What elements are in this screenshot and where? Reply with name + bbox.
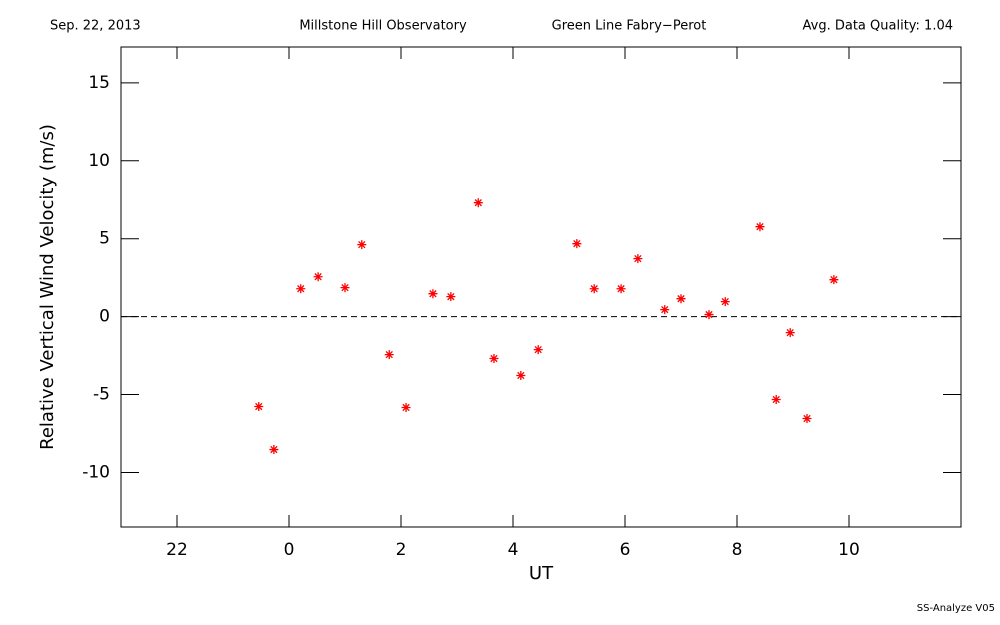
x-tick-label: 6 bbox=[620, 540, 631, 560]
plot-frame bbox=[120, 46, 962, 528]
x-tick-label: 0 bbox=[284, 540, 295, 560]
x-axis-label: UT bbox=[529, 563, 554, 584]
x-tick-label: 10 bbox=[838, 540, 860, 560]
data-point bbox=[357, 240, 367, 250]
header-instrument: Green Line Fabry−Perot bbox=[552, 19, 707, 34]
data-point bbox=[489, 354, 499, 364]
data-point bbox=[633, 254, 643, 264]
header-site: Millstone Hill Observatory bbox=[299, 19, 467, 34]
data-point bbox=[676, 294, 686, 304]
x-tick-label: 4 bbox=[508, 540, 519, 560]
y-tick-label: -10 bbox=[82, 462, 110, 482]
y-tick-label: 5 bbox=[99, 229, 110, 249]
data-point bbox=[755, 222, 765, 232]
data-point bbox=[771, 395, 781, 405]
data-point bbox=[660, 305, 670, 315]
x-tick-label: 8 bbox=[732, 540, 743, 560]
data-point bbox=[616, 284, 626, 294]
data-point bbox=[589, 284, 599, 294]
data-point bbox=[704, 310, 714, 320]
data-point bbox=[384, 350, 394, 360]
data-point bbox=[516, 371, 526, 381]
data-point bbox=[802, 414, 812, 424]
data-point bbox=[829, 275, 839, 285]
y-tick-label: -5 bbox=[93, 385, 110, 405]
y-tick-label: 15 bbox=[88, 73, 110, 93]
data-point bbox=[254, 402, 264, 412]
data-point bbox=[473, 198, 483, 208]
data-point bbox=[313, 272, 323, 282]
data-point bbox=[572, 239, 582, 249]
y-tick-label: 0 bbox=[99, 307, 110, 327]
y-axis-label: Relative Vertical Wind Velocity (m/s) bbox=[37, 124, 58, 450]
data-point bbox=[340, 283, 350, 293]
x-tick-label: 22 bbox=[166, 540, 188, 560]
data-point bbox=[533, 345, 543, 355]
header-quality: Avg. Data Quality: 1.04 bbox=[803, 19, 953, 34]
data-point bbox=[428, 289, 438, 299]
data-point bbox=[785, 328, 795, 338]
y-tick-label: 10 bbox=[88, 151, 110, 171]
data-point bbox=[269, 445, 279, 455]
x-tick-label: 2 bbox=[396, 540, 407, 560]
footer: SS-Analyze V05 bbox=[917, 603, 995, 614]
header-date: Sep. 22, 2013 bbox=[50, 19, 141, 34]
data-point bbox=[720, 297, 730, 307]
data-point bbox=[296, 284, 306, 294]
data-point bbox=[401, 402, 411, 412]
data-point bbox=[446, 292, 456, 302]
